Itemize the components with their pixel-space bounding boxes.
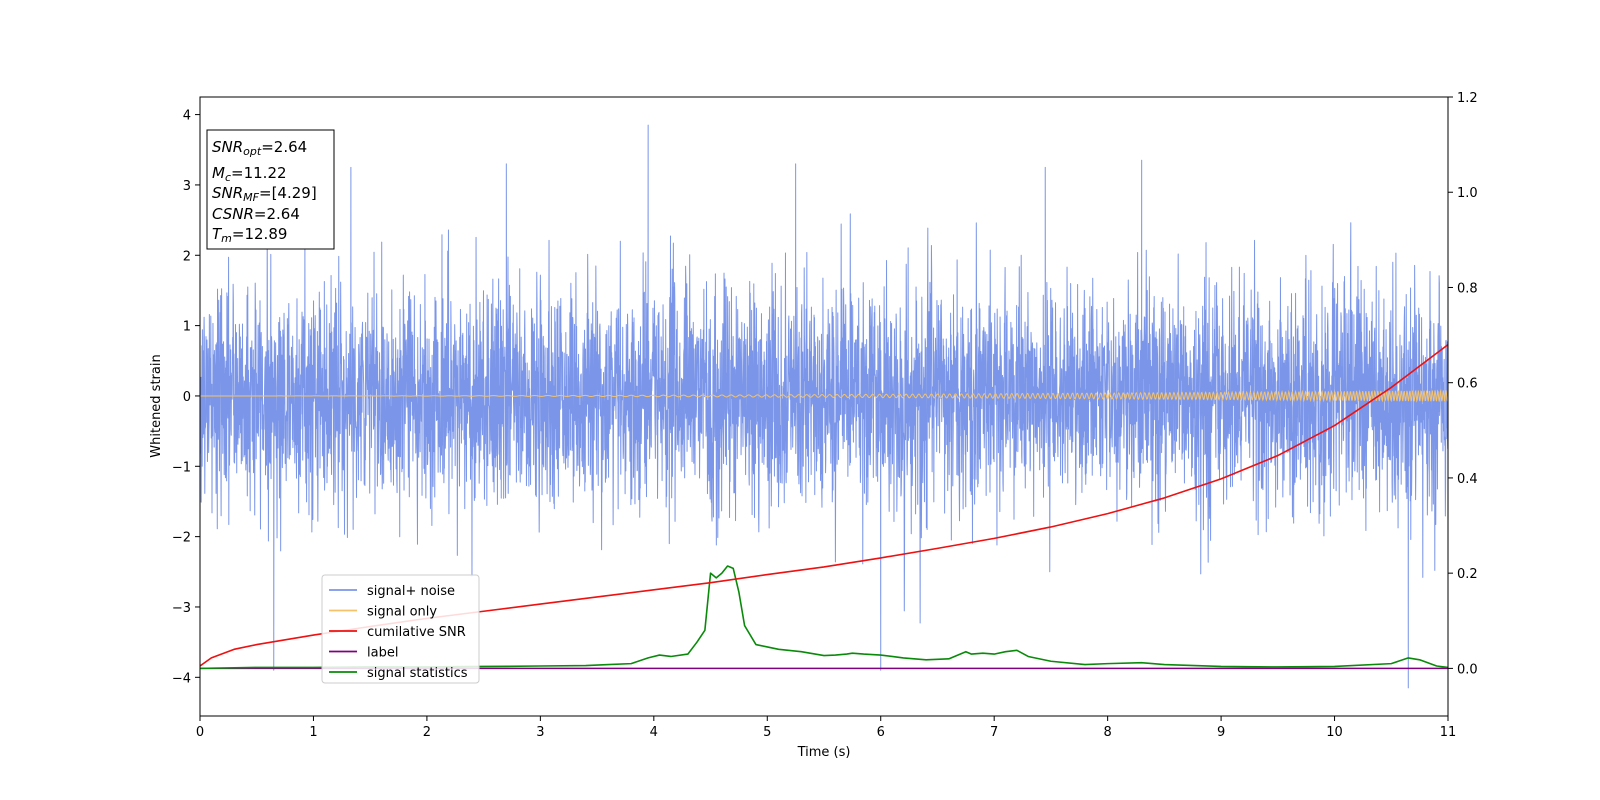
legend-label-cumilative-snr: cumilative SNR bbox=[367, 625, 466, 640]
x-tick-label: 9 bbox=[1217, 725, 1225, 740]
y-right-tick-label: 0.8 bbox=[1457, 281, 1478, 296]
series-signal-plus-noise bbox=[200, 124, 1448, 689]
y-left-tick-label: −4 bbox=[172, 671, 191, 686]
legend-label-label: label bbox=[367, 646, 398, 661]
legend: signal+ noise signal only cumilative SNR la… bbox=[321, 574, 480, 684]
y-axis-label: Whitened strain bbox=[149, 354, 164, 457]
series-cumulative-snr bbox=[200, 343, 1448, 667]
x-axis-label: Time (s) bbox=[797, 745, 851, 760]
info-snr-mf: SNRMF=[4.29] bbox=[212, 184, 317, 204]
y-left-tick-label: −3 bbox=[172, 601, 191, 616]
y-left-tick-label: 3 bbox=[183, 179, 191, 194]
y-axis-left: 4 3 2 1 0 −1 −2 −3 −4 bbox=[172, 109, 200, 686]
x-tick-label: 3 bbox=[536, 725, 544, 740]
info-box-frame bbox=[206, 129, 335, 250]
x-tick-label: 2 bbox=[423, 725, 431, 740]
y-left-tick-label: 1 bbox=[183, 320, 191, 335]
y-right-tick-label: 1.2 bbox=[1457, 91, 1478, 106]
y-left-tick-label: −2 bbox=[172, 531, 191, 546]
x-tick-label: 10 bbox=[1326, 725, 1343, 740]
info-snr-opt: SNRopt=2.64 bbox=[212, 138, 307, 158]
x-tick-label: 4 bbox=[650, 725, 658, 740]
x-tick-label: 7 bbox=[990, 725, 998, 740]
plot-frame bbox=[199, 96, 1449, 717]
y-left-tick-label: 0 bbox=[183, 390, 191, 405]
legend-label-signal-only: signal only bbox=[367, 605, 437, 620]
x-tick-label: 8 bbox=[1103, 725, 1111, 740]
y-right-tick-label: 0.2 bbox=[1457, 567, 1478, 582]
info-box: SNRopt=2.64 Mc=11.22 SNRMF=[4.29] CSNR=2… bbox=[206, 129, 335, 250]
y-left-tick-label: 4 bbox=[183, 109, 191, 124]
x-tick-label: 11 bbox=[1440, 725, 1457, 740]
y-right-tick-label: 0.0 bbox=[1457, 662, 1478, 677]
y-axis-right: 1.2 1.0 0.8 0.6 0.4 0.2 0.0 bbox=[1448, 91, 1478, 677]
info-tm: Tm=12.89 bbox=[212, 225, 287, 245]
x-tick-label: 1 bbox=[309, 725, 317, 740]
info-mc: Mc=11.22 bbox=[212, 164, 287, 184]
info-csnr: CSNR=2.64 bbox=[212, 205, 300, 223]
x-axis: 0 1 2 3 4 5 6 7 8 9 10 11 bbox=[196, 716, 1456, 740]
legend-label-signal-statistics: signal statistics bbox=[367, 666, 468, 681]
x-tick-label: 0 bbox=[196, 725, 204, 740]
y-left-tick-label: 2 bbox=[183, 249, 191, 264]
x-tick-label: 5 bbox=[763, 725, 771, 740]
series-signal-statistics bbox=[200, 565, 1448, 670]
y-left-tick-label: −1 bbox=[172, 460, 191, 475]
y-right-tick-label: 1.0 bbox=[1457, 186, 1478, 201]
x-tick-label: 6 bbox=[877, 725, 885, 740]
legend-frame bbox=[321, 574, 480, 684]
y-right-tick-label: 0.4 bbox=[1457, 472, 1478, 487]
legend-label-signal-noise: signal+ noise bbox=[367, 584, 455, 599]
series-signal-only bbox=[200, 389, 1448, 403]
y-right-tick-label: 0.6 bbox=[1457, 377, 1478, 392]
